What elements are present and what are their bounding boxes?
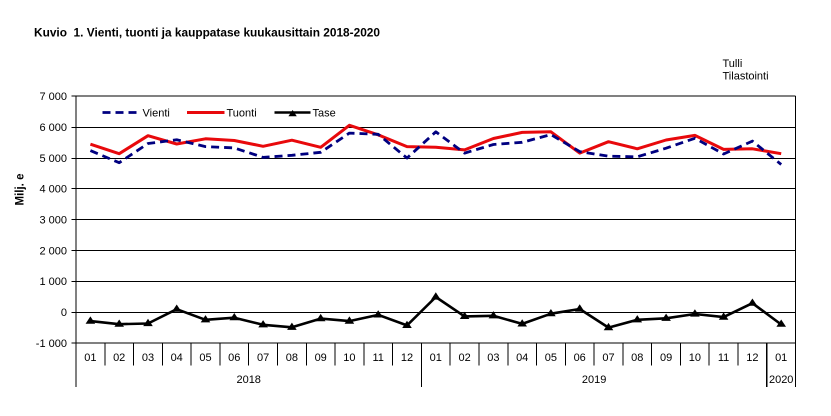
svg-text:01: 01 [430,352,442,364]
svg-text:Tulli: Tulli [723,58,743,70]
svg-text:06: 06 [228,352,240,364]
svg-text:6 000: 6 000 [39,122,67,134]
svg-text:1 000: 1 000 [39,276,67,288]
svg-text:09: 09 [660,352,672,364]
svg-text:4 000: 4 000 [39,184,67,196]
svg-text:05: 05 [199,352,211,364]
svg-text:02: 02 [458,352,470,364]
svg-text:3 000: 3 000 [39,215,67,227]
svg-text:2 000: 2 000 [39,245,67,257]
svg-text:04: 04 [171,352,183,364]
svg-text:07: 07 [257,352,269,364]
svg-text:Milj. e: Milj. e [15,174,27,206]
svg-text:5 000: 5 000 [39,153,67,165]
svg-text:09: 09 [315,352,327,364]
svg-text:Vienti: Vienti [143,108,170,120]
svg-text:Tase: Tase [313,108,336,120]
svg-text:-1 000: -1 000 [36,338,67,350]
svg-text:04: 04 [516,352,528,364]
svg-text:Tilastointi: Tilastointi [723,71,769,83]
svg-text:2020: 2020 [769,374,793,386]
svg-text:12: 12 [401,352,413,364]
svg-text:03: 03 [487,352,499,364]
svg-text:02: 02 [113,352,125,364]
svg-text:06: 06 [574,352,586,364]
svg-text:01: 01 [84,352,96,364]
svg-text:2019: 2019 [582,374,606,386]
svg-text:07: 07 [602,352,614,364]
svg-text:Kuvio 1. Vienti, tuonti ja ka: Kuvio 1. Vienti, tuonti ja kauppatase ku… [34,26,380,40]
svg-text:11: 11 [372,352,383,364]
svg-text:Tuonti: Tuonti [227,108,257,120]
svg-text:05: 05 [545,352,557,364]
svg-text:08: 08 [631,352,643,364]
svg-text:10: 10 [689,352,701,364]
svg-text:12: 12 [746,352,758,364]
svg-text:10: 10 [343,352,355,364]
svg-text:01: 01 [775,352,787,364]
svg-text:0: 0 [61,307,67,319]
svg-text:08: 08 [286,352,298,364]
svg-text:03: 03 [142,352,154,364]
svg-text:7 000: 7 000 [39,91,67,103]
svg-text:2018: 2018 [236,374,260,386]
svg-text:11: 11 [718,352,729,364]
